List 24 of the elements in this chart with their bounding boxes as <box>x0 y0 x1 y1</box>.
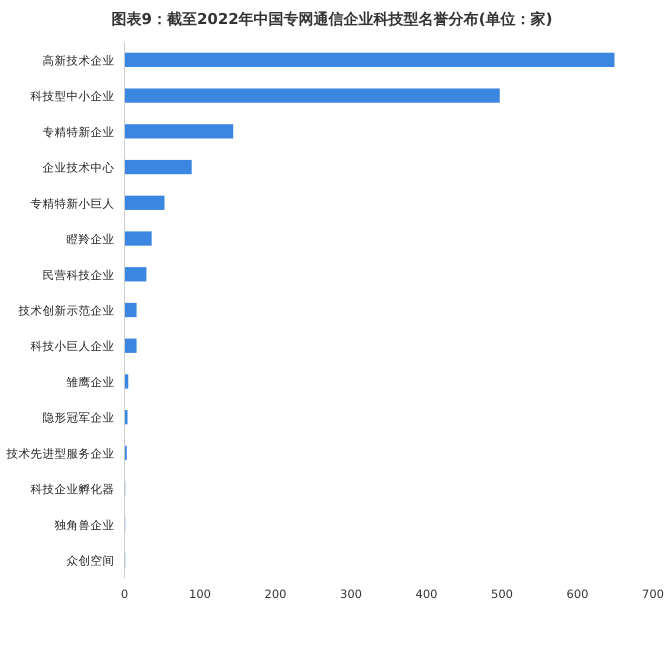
x-tick-label: 300 <box>340 587 362 601</box>
y-tick-label: 技术先进型服务企业 <box>6 446 114 460</box>
y-tick-label: 高新技术企业 <box>42 53 114 68</box>
y-tick-label: 雏鹰企业 <box>66 374 114 389</box>
y-tick-label: 隐形冠军企业 <box>42 410 114 425</box>
y-tick-label: 企业技术中心 <box>42 160 114 175</box>
y-tick-label: 科技企业孵化器 <box>30 482 114 496</box>
x-tick-label: 700 <box>642 587 664 601</box>
x-tick-label: 400 <box>416 587 438 601</box>
x-tick-label: 600 <box>566 587 588 601</box>
y-tick-label: 专精特新小巨人 <box>30 196 114 210</box>
y-tick-label: 科技小巨人企业 <box>30 339 114 354</box>
x-tick-label: 200 <box>264 587 286 601</box>
x-tick-label: 0 <box>120 587 128 601</box>
y-tick-label: 技术创新示范企业 <box>18 304 114 318</box>
y-tick-label: 民营科技企业 <box>42 268 114 282</box>
x-tick-label: 100 <box>189 587 211 601</box>
chart-title: 图表9：截至2022年中国专网通信企业科技型名誉分布(单位：家) <box>112 10 552 28</box>
y-tick-label: 瞪羚企业 <box>66 232 114 246</box>
x-tick-label: 500 <box>491 587 513 601</box>
y-tick-label: 众创空间 <box>66 554 114 568</box>
y-tick-label: 科技型中小企业 <box>30 89 114 104</box>
y-tick-label: 专精特新企业 <box>42 124 114 139</box>
y-tick-label: 独角兽企业 <box>54 518 114 532</box>
